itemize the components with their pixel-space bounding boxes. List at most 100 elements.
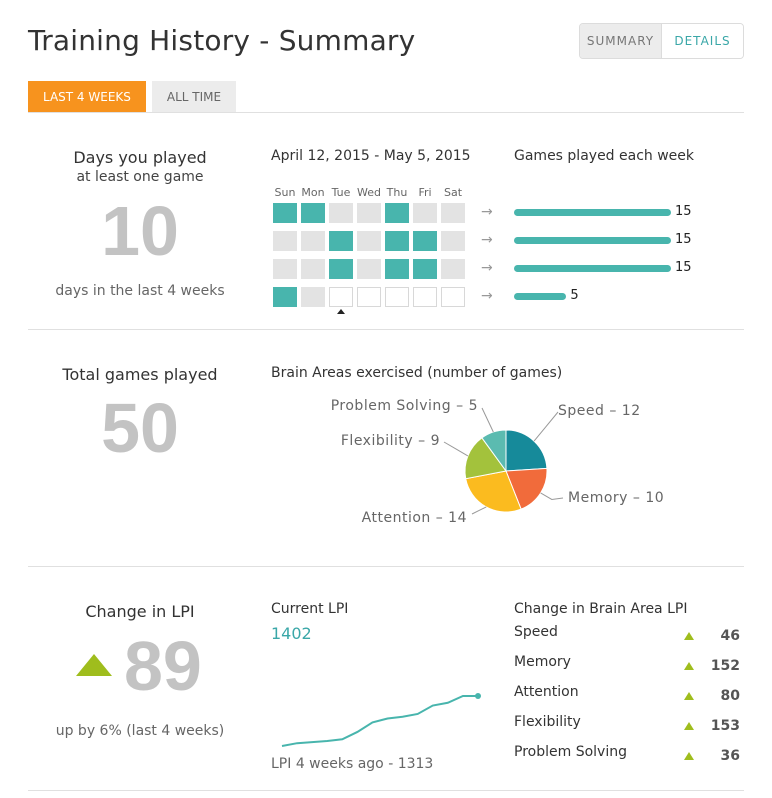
weekly-games-bar <box>514 265 671 272</box>
up-triangle-icon <box>684 662 694 670</box>
brain-area-change-value: 36 <box>720 748 740 764</box>
weekday-label: Mon <box>301 186 325 199</box>
brain-area-name: Speed <box>514 624 558 640</box>
calendar-day-cell <box>385 203 409 223</box>
date-range: April 12, 2015 - May 5, 2015 <box>271 148 471 164</box>
weekly-games-title: Games played each week <box>514 148 695 164</box>
up-triangle-icon <box>684 692 694 700</box>
calendar-day-cell <box>357 287 381 307</box>
days-played-label: Days you played <box>73 148 207 167</box>
calendar-day-cell <box>301 259 325 279</box>
up-triangle-icon <box>76 654 112 676</box>
pie-slice-label: Memory – 10 <box>568 490 665 506</box>
calendar-day-cell <box>441 203 465 223</box>
calendar-day-cell <box>441 231 465 251</box>
weekly-games-value: 15 <box>675 204 692 219</box>
up-triangle-icon <box>684 752 694 760</box>
calendar-day-cell <box>385 287 409 307</box>
days-played-note: days in the last 4 weeks <box>55 283 225 299</box>
days-played-sublabel: at least one game <box>76 169 204 185</box>
arrow-right-icon: → <box>481 232 493 248</box>
weekly-games-value: 5 <box>570 288 579 303</box>
brain-area-name: Attention <box>514 684 579 700</box>
calendar-day-cell <box>273 203 297 223</box>
calendar-day-cell <box>357 231 381 251</box>
brain-areas-title: Brain Areas exercised (number of games) <box>271 365 563 381</box>
pie-slice-label: Flexibility – 9 <box>340 433 440 449</box>
pie-leader-line <box>533 411 559 442</box>
calendar-day-cell <box>357 203 381 223</box>
brain-area-name: Flexibility <box>514 714 581 730</box>
divider <box>28 112 744 113</box>
pie-slice-label: Speed – 12 <box>558 403 641 419</box>
page-title: Training History - Summary <box>28 24 416 57</box>
weekly-games-bar <box>514 209 671 216</box>
divider <box>28 790 744 791</box>
brain-area-name: Problem Solving <box>514 744 627 760</box>
calendar-day-cell <box>273 259 297 279</box>
pie-slice-label: Attention – 14 <box>361 510 467 526</box>
pie-leader-line <box>443 441 469 457</box>
divider <box>28 329 744 330</box>
summary-toggle-button[interactable]: SUMMARY <box>580 24 662 58</box>
lpi-start-label: LPI 4 weeks ago - 1313 <box>271 756 434 772</box>
current-lpi-label: Current LPI <box>271 601 349 617</box>
tab-all-time[interactable]: ALL TIME <box>151 81 237 112</box>
brain-area-lpi-title: Change in Brain Area LPI <box>514 601 688 617</box>
view-toggle: SUMMARY DETAILS <box>579 23 744 59</box>
divider <box>28 566 744 567</box>
calendar-day-cell <box>357 259 381 279</box>
calendar-day-cell <box>329 231 353 251</box>
calendar-day-cell <box>329 259 353 279</box>
weekday-label: Sun <box>274 186 296 199</box>
arrow-right-icon: → <box>481 260 493 276</box>
brain-area-change-value: 153 <box>710 718 740 734</box>
pie-slice <box>505 467 548 510</box>
lpi-change-label: Change in LPI <box>85 602 195 621</box>
calendar-day-cell <box>273 231 297 251</box>
pie-leader-line <box>481 407 494 433</box>
brain-area-change-value: 46 <box>720 628 740 644</box>
weekly-games-bar <box>514 237 671 244</box>
up-triangle-icon <box>684 722 694 730</box>
calendar-day-cell <box>413 231 437 251</box>
details-toggle-button[interactable]: DETAILS <box>662 24 743 58</box>
pie-leader-line <box>471 506 487 515</box>
pie-leader-line <box>540 492 564 501</box>
lpi-trend-endpoint <box>475 693 481 699</box>
days-played-value: 10 <box>101 192 179 270</box>
calendar-day-cell <box>385 231 409 251</box>
total-games-value: 50 <box>101 389 179 467</box>
weekly-games-value: 15 <box>675 232 692 247</box>
weekday-label: Wed <box>357 186 381 199</box>
calendar-day-cell <box>301 287 325 307</box>
lpi-trend-chart <box>281 693 481 747</box>
calendar-day-cell <box>329 203 353 223</box>
calendar-day-cell <box>413 259 437 279</box>
period-tabs: LAST 4 WEEKS ALL TIME <box>28 81 237 112</box>
weekday-label: Tue <box>331 186 351 199</box>
total-games-panel: Total games played 50 <box>40 365 240 468</box>
calendar-day-cell <box>385 259 409 279</box>
lpi-change-panel: Change in LPI <box>40 602 240 621</box>
calendar-day-cell <box>441 259 465 279</box>
calendar-day-cell <box>273 287 297 307</box>
pie-slice-label: Problem Solving – 5 <box>330 398 478 414</box>
pie-slice <box>481 429 507 473</box>
lpi-trend-line <box>281 695 478 747</box>
total-games-label: Total games played <box>62 365 218 384</box>
calendar-day-cell <box>413 203 437 223</box>
up-triangle-icon <box>684 632 694 640</box>
weekday-label: Fri <box>418 186 432 199</box>
calendar-day-cell <box>329 287 353 307</box>
lpi-change-note: up by 6% (last 4 weeks) <box>55 723 225 739</box>
tab-last-4-weeks[interactable]: LAST 4 WEEKS <box>28 81 146 112</box>
pie-slice <box>464 437 507 480</box>
brain-area-change-value: 152 <box>710 658 740 674</box>
pie-slice <box>505 429 548 472</box>
calendar-day-cell <box>301 231 325 251</box>
lpi-change-value: 89 <box>124 627 202 705</box>
calendar-day-cell <box>413 287 437 307</box>
current-lpi-value: 1402 <box>271 624 312 643</box>
weekday-label: Thu <box>386 186 408 199</box>
